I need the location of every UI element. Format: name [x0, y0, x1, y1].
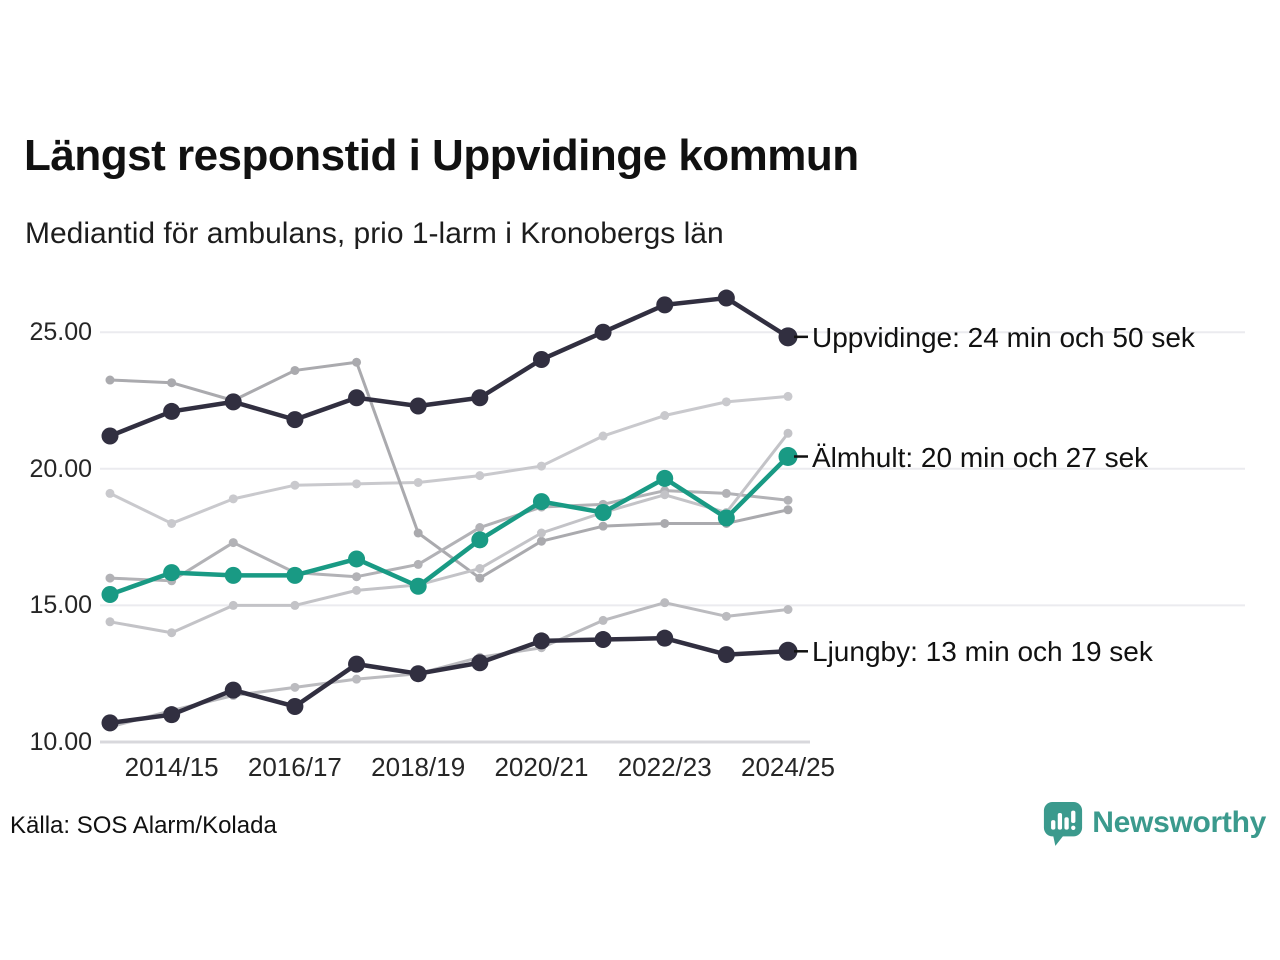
x-axis-tick-label: 2022/23 [617, 752, 712, 782]
series-älmhult [101, 447, 798, 603]
series-context-1 [105, 391, 793, 528]
x-axis-tick-label: 2014/15 [124, 752, 219, 782]
newsworthy-logo: Newsworthy [1042, 800, 1266, 846]
annotation-uppvidinge: Uppvidinge: 24 min och 50 sek [812, 321, 1195, 353]
y-axis-tick-label: 10.00 [29, 728, 92, 756]
x-axis-tick-label: 2016/17 [247, 752, 342, 782]
y-axis-tick-label: 25.00 [29, 318, 92, 347]
speech-bubble-bar-chart-icon [1044, 802, 1083, 846]
y-axis-tick-label: 15.00 [29, 591, 92, 620]
y-axis-tick-label: 20.00 [29, 454, 92, 483]
series-context-2 [105, 357, 793, 583]
series-ljungby [101, 629, 798, 732]
annotation-ljungby: Ljungby: 13 min och 19 sek [812, 636, 1153, 668]
series-context-5 [105, 598, 793, 732]
x-axis-tick-label: 2020/21 [494, 752, 589, 782]
x-axis-tick-label: 2018/19 [371, 752, 466, 782]
source-caption: Källa: SOS Alarm/Kolada [10, 812, 277, 839]
chart-title: Längst responstid i Uppvidinge kommun [24, 131, 859, 180]
series-uppvidinge [101, 289, 798, 445]
chart-subtitle: Mediantid för ambulans, prio 1-larm i Kr… [25, 217, 724, 250]
newsworthy-logo-text: Newsworthy [1092, 806, 1266, 839]
annotation-älmhult: Älmhult: 20 min och 27 sek [812, 441, 1149, 473]
x-axis-tick-label: 2024/25 [741, 752, 835, 782]
